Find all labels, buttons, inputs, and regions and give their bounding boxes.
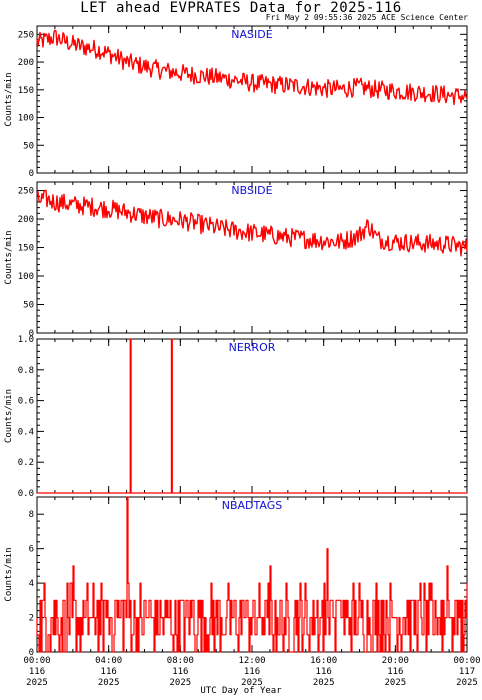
nbside-ytick-label: 200 bbox=[18, 215, 34, 225]
xtick-label: 2025 bbox=[456, 678, 478, 688]
xtick-label: 20:00 bbox=[382, 656, 409, 666]
xtick-label: 116 bbox=[387, 667, 403, 677]
nerror-ytick-label: 0.2 bbox=[18, 458, 34, 468]
nbside-ytick-label: 50 bbox=[23, 301, 34, 311]
x-axis-label: UTC Day of Year bbox=[200, 686, 282, 696]
xtick-label: 2025 bbox=[384, 678, 406, 688]
nbside-ytick-label: 100 bbox=[18, 272, 34, 282]
xtick-label: 116 bbox=[172, 667, 188, 677]
naside-ytick-label: 50 bbox=[23, 141, 34, 151]
xtick-label: 116 bbox=[316, 667, 332, 677]
nbside-ytick-label: 150 bbox=[18, 244, 34, 254]
nbside-series-line bbox=[36, 189, 468, 257]
nerror-frame bbox=[36, 338, 468, 494]
xtick-label: 116 bbox=[101, 667, 117, 677]
naside-frame bbox=[36, 25, 468, 174]
xtick-label: 2025 bbox=[313, 678, 335, 688]
xtick-label: 08:00 bbox=[167, 656, 194, 666]
xtick-label: 2025 bbox=[169, 678, 191, 688]
nerror-ytick-label: 0.8 bbox=[18, 366, 34, 376]
nerror-ytick-label: 0.0 bbox=[18, 489, 34, 499]
naside-ytick-label: 150 bbox=[18, 86, 34, 96]
nbadtags-panel-title: NBADTAGS bbox=[222, 499, 282, 512]
nerror-ylabel: Counts/min bbox=[4, 389, 14, 443]
xtick-label: 2025 bbox=[241, 678, 263, 688]
xtick-label: 16:00 bbox=[310, 656, 337, 666]
xtick-label: 12:00 bbox=[238, 656, 265, 666]
nerror-ytick-label: 0.4 bbox=[18, 427, 34, 437]
nbadtags-ytick-label: 4 bbox=[29, 579, 34, 589]
naside-ytick-label: 200 bbox=[18, 58, 34, 68]
timestamp: Fri May 2 09:55:36 2025 ACE Science Cent… bbox=[265, 13, 468, 22]
xtick-label: 116 bbox=[244, 667, 260, 677]
nbadtags-ytick-label: 6 bbox=[29, 545, 34, 555]
nbadtags-series-line bbox=[36, 496, 468, 653]
nerror-panel-title: NERROR bbox=[229, 341, 276, 354]
xtick-label: 117 bbox=[459, 667, 475, 677]
nbside-ylabel: Counts/min bbox=[4, 230, 14, 284]
naside-ytick-label: 0 bbox=[29, 169, 34, 179]
nbadtags-ytick-label: 0 bbox=[29, 648, 34, 658]
nerror-series-line bbox=[37, 338, 467, 494]
chart-title: LET ahead EVPRATES Data for 2025-116 bbox=[80, 0, 402, 16]
nbadtags-ytick-label: 8 bbox=[29, 510, 34, 520]
nbadtags-ytick-label: 2 bbox=[29, 614, 34, 624]
nerror-ytick-label: 1.0 bbox=[18, 335, 34, 345]
xtick-label: 04:00 bbox=[95, 656, 122, 666]
naside-ylabel: Counts/min bbox=[4, 72, 14, 126]
xtick-label: 00:00 bbox=[23, 656, 50, 666]
naside-panel-title: NASIDE bbox=[231, 28, 272, 41]
xtick-label: 00:00 bbox=[453, 656, 480, 666]
naside-ytick-label: 100 bbox=[18, 114, 34, 124]
xtick-label: 2025 bbox=[26, 678, 48, 688]
nbside-ytick-label: 0 bbox=[29, 329, 34, 339]
naside-series-line bbox=[36, 29, 468, 106]
xtick-label: 2025 bbox=[98, 678, 120, 688]
nbadtags-ylabel: Counts/min bbox=[4, 547, 14, 601]
naside-ytick-label: 250 bbox=[18, 30, 34, 40]
nbside-panel-title: NBSIDE bbox=[231, 184, 272, 197]
nerror-ytick-label: 0.6 bbox=[18, 397, 34, 407]
xtick-label: 116 bbox=[29, 667, 45, 677]
nbside-ytick-label: 250 bbox=[18, 187, 34, 197]
